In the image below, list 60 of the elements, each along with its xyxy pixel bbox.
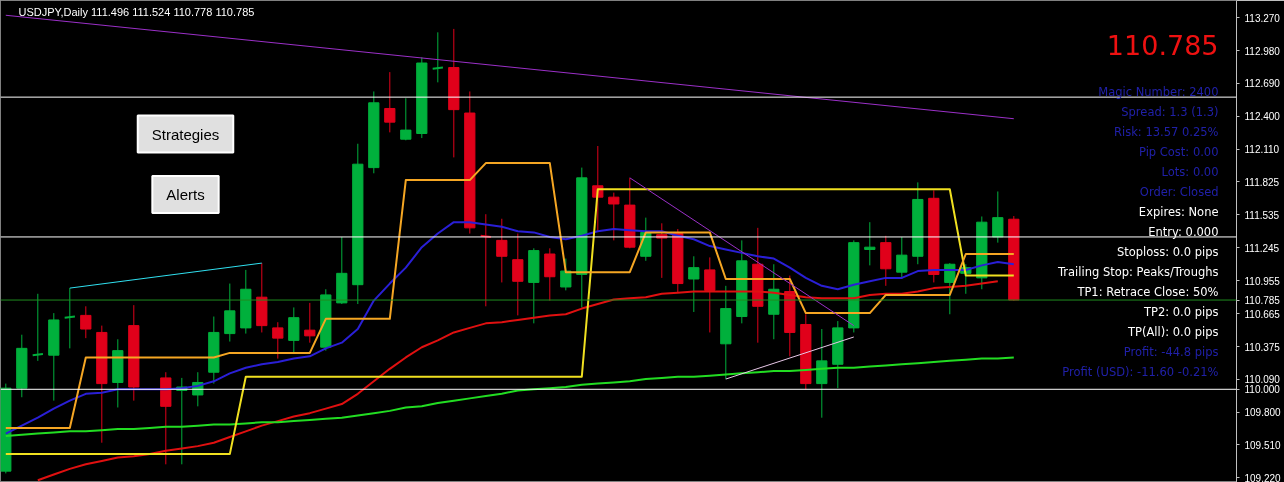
candlestick bbox=[816, 328, 828, 419]
text: Pip Cost: 0.00 bbox=[1138, 144, 1219, 159]
candlestick bbox=[272, 321, 284, 360]
text: Profit: -44.8 pips bbox=[1123, 344, 1219, 359]
candlestick bbox=[704, 256, 716, 333]
text: Risk: 13.57 0.25% bbox=[1114, 124, 1219, 139]
text: Magic Number: 2400 bbox=[1098, 84, 1219, 99]
text: Stoploss: 0.0 pips bbox=[1116, 244, 1219, 259]
candlestick bbox=[384, 71, 396, 133]
y-tick-label: 110.955 bbox=[1244, 275, 1281, 287]
y-tick-label: 110.090 bbox=[1244, 374, 1281, 386]
candlestick bbox=[431, 31, 444, 83]
y-tick-label: 112.400 bbox=[1244, 111, 1281, 123]
candlestick bbox=[896, 236, 908, 280]
ref-line-label: 110.785 bbox=[1244, 295, 1281, 307]
y-tick-label: 110.665 bbox=[1244, 308, 1281, 320]
y-tick-label: 109.800 bbox=[1244, 407, 1282, 419]
candlestick bbox=[544, 247, 556, 302]
candlestick bbox=[304, 302, 316, 344]
ref-line-label: 110.000 bbox=[1244, 384, 1281, 396]
text: Trailing Stop: Peaks/Troughs bbox=[1057, 264, 1219, 279]
text: Lots: 0.00 bbox=[1161, 164, 1219, 179]
y-tick-label: 112.980 bbox=[1244, 45, 1281, 57]
y-tick-label: 109.220 bbox=[1244, 472, 1282, 482]
text: Profit (USD): -11.60 -0.21% bbox=[1062, 364, 1219, 379]
candlestick bbox=[224, 283, 236, 343]
candlestick bbox=[512, 233, 524, 316]
text: TP1: Retrace Close: 50% bbox=[1076, 284, 1219, 299]
candlestick bbox=[31, 293, 44, 362]
y-tick-label: 110.375 bbox=[1244, 341, 1281, 353]
candlestick bbox=[400, 97, 412, 141]
text: 110.785 bbox=[1106, 29, 1219, 61]
text: Spread: 1.3 (1.3) bbox=[1121, 104, 1219, 119]
text: Entry: 0.000 bbox=[1148, 224, 1219, 239]
y-tick-label: 109.510 bbox=[1244, 439, 1282, 451]
y-tick-label: 112.110 bbox=[1244, 144, 1280, 156]
annotation: Strategies bbox=[151, 125, 220, 143]
text: Expires: None bbox=[1138, 204, 1219, 219]
y-tick-label: 111.535 bbox=[1244, 209, 1280, 221]
text: TP(All): 0.0 pips bbox=[1127, 324, 1219, 339]
annotation: Alerts bbox=[166, 186, 205, 203]
text: TP2: 0.0 pips bbox=[1142, 304, 1219, 319]
text: Order: Closed bbox=[1139, 184, 1219, 199]
y-tick-label: 112.690 bbox=[1244, 78, 1281, 90]
candlestick bbox=[944, 262, 956, 315]
candlestick bbox=[992, 190, 1004, 244]
line-series bbox=[4, 162, 1015, 429]
line-series bbox=[4, 221, 1015, 435]
y-tick-label: 113.270 bbox=[1244, 12, 1281, 24]
candlestick bbox=[80, 305, 92, 339]
candlestick bbox=[688, 255, 700, 313]
candlestick bbox=[63, 287, 76, 349]
candlestick bbox=[864, 221, 876, 266]
y-tick-label: 111.245 bbox=[1244, 242, 1280, 254]
candlestick bbox=[496, 218, 508, 283]
text: USDJPY,Daily 111.496 111.524 110.778 110.785 bbox=[18, 5, 255, 18]
candlestick bbox=[288, 306, 300, 355]
candlestick bbox=[608, 192, 620, 241]
y-tick-label: 111.825 bbox=[1244, 176, 1280, 188]
line-series bbox=[4, 356, 1015, 437]
